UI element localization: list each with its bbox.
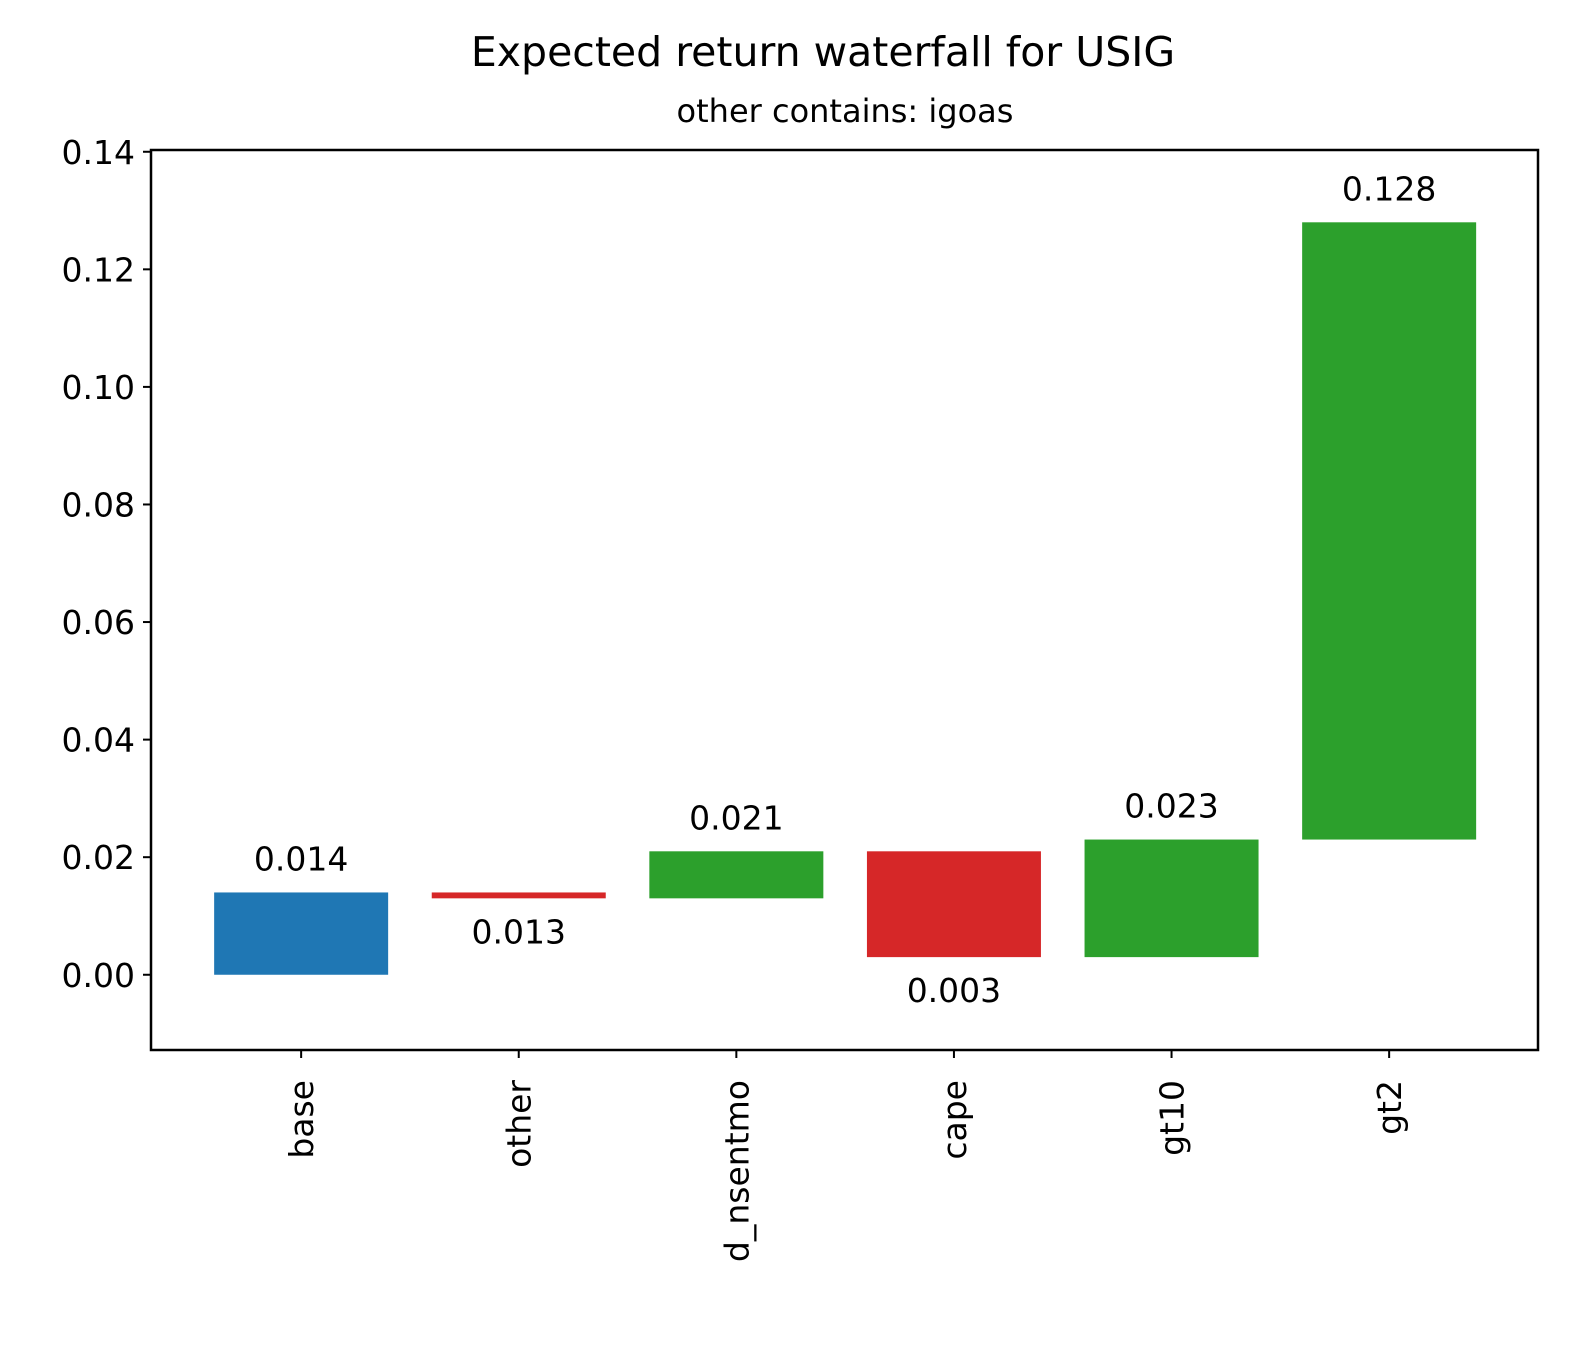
- bar: [214, 892, 389, 975]
- chart-subtitle: other contains: igoas: [677, 92, 1014, 130]
- x-tick-label: other: [500, 1080, 539, 1168]
- y-tick-label: 0.12: [62, 250, 135, 289]
- value-label: 0.013: [472, 912, 566, 951]
- value-label: 0.128: [1342, 169, 1436, 208]
- x-tick-label: base: [282, 1080, 321, 1159]
- bar: [866, 851, 1041, 958]
- value-label: 0.003: [907, 971, 1001, 1010]
- y-tick-label: 0.00: [62, 956, 135, 995]
- x-tick-label: gt10: [1153, 1080, 1192, 1156]
- bar: [1302, 222, 1477, 840]
- x-tick-label: cape: [935, 1080, 974, 1160]
- value-label: 0.014: [254, 839, 348, 878]
- y-tick-label: 0.02: [62, 838, 135, 877]
- x-tick-label: d_nsentmo: [717, 1080, 756, 1262]
- value-label: 0.023: [1124, 787, 1218, 826]
- bar: [431, 892, 606, 899]
- y-tick-label: 0.08: [62, 485, 135, 524]
- y-tick-label: 0.04: [62, 721, 135, 760]
- y-tick-label: 0.06: [62, 603, 135, 642]
- y-tick-label: 0.14: [62, 133, 135, 172]
- x-tick-label: gt2: [1370, 1080, 1409, 1135]
- plot-frame: [149, 148, 1540, 1052]
- bar: [649, 851, 824, 899]
- chart-title: Expected return waterfall for USIG: [471, 28, 1175, 76]
- value-label: 0.021: [689, 798, 783, 837]
- bar: [1084, 839, 1259, 958]
- y-tick-label: 0.10: [62, 368, 135, 407]
